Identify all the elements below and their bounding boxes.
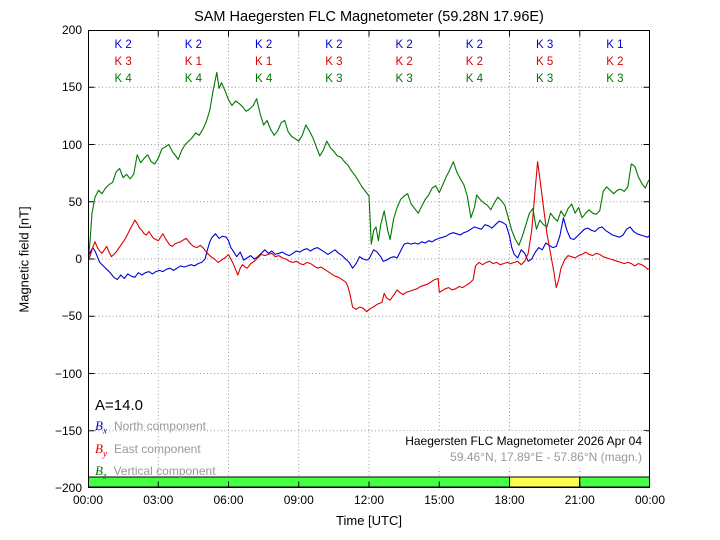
legend: A=14.0 Bx North component By East component…	[95, 397, 216, 485]
x-tick-label: 06:00	[213, 493, 244, 507]
k-index-by: K 3	[114, 56, 132, 68]
k-index-bz: K 4	[184, 73, 202, 85]
x-axis-label: Time [UTC]	[336, 513, 402, 528]
k-index-column: K 3 K 5 K 3	[523, 37, 567, 88]
station-info-coords: 59.46°N, 17.89°E - 57.86°N (magn.)	[450, 450, 642, 464]
k-index-column: K 2 K 3 K 3	[312, 37, 356, 88]
a-index-value: A=14.0	[95, 397, 143, 414]
x-tick-label: 21:00	[564, 493, 595, 507]
station-info-title: Haegersten FLC Magnetometer 2026 Apr 04	[405, 434, 642, 448]
k-index-by: K 2	[465, 56, 483, 68]
legend-entry: By East component	[95, 440, 216, 463]
k-index-bx: K 2	[114, 39, 132, 51]
k-index-by: K 3	[325, 56, 343, 68]
k-index-bx: K 3	[535, 39, 554, 51]
y-tick-label: 200	[61, 23, 82, 37]
legend-symbol-bz: Bz	[95, 463, 107, 481]
y-tick-label: −200	[54, 481, 82, 495]
k-index-bx: K 2	[184, 39, 202, 51]
series-by-line	[88, 161, 650, 313]
k-index-bx: K 2	[325, 39, 343, 51]
k-index-by: K 2	[606, 56, 624, 68]
y-tick-label: −100	[54, 366, 82, 381]
k-index-by: K 1	[254, 56, 273, 68]
k-index-bz: K 3	[535, 73, 554, 85]
k-index-by: K 1	[184, 56, 202, 68]
k-index-bx: K 1	[606, 39, 624, 51]
k-index-bz: K 4	[254, 73, 273, 85]
legend-label: East component	[113, 441, 201, 456]
x-tick-label: 03:00	[143, 493, 174, 507]
x-tick-label: 09:00	[283, 493, 314, 507]
k-index-by: K 5	[535, 56, 554, 68]
y-tick-label: −50	[61, 309, 82, 324]
x-tick-label: 12:00	[353, 493, 385, 507]
k-index-column: K 2 K 1 K 4	[242, 37, 286, 88]
legend-symbol-bx: Bx	[95, 418, 107, 436]
legend-entry: Bz Vertical component	[95, 462, 216, 485]
k-index-column: K 2 K 3 K 4	[101, 37, 145, 88]
x-tick-label: 00:00	[634, 493, 666, 507]
chart-title: SAM Haegersten FLC Magnetometer (59.28N …	[194, 9, 544, 25]
k-index-bz: K 3	[325, 73, 343, 85]
x-tick-label: 15:00	[424, 493, 455, 507]
plot-border	[88, 30, 650, 488]
series-bx-line	[88, 217, 650, 281]
legend-label: North component	[113, 419, 207, 433]
k-index-column: K 2 K 2 K 3	[382, 37, 426, 88]
activity-bar-segment	[509, 476, 581, 488]
k-index-bz: K 3	[606, 73, 624, 85]
legend-entry: Bx North component	[95, 417, 216, 440]
x-tick-label: 18:00	[494, 493, 525, 507]
legend-entries: Bx North component By East component Bz Verti…	[95, 417, 216, 485]
y-tick-label: −150	[54, 423, 82, 438]
x-tick-label: 00:00	[72, 493, 104, 507]
y-tick-label: 50	[68, 194, 82, 209]
k-index-column: K 2 K 2 K 4	[452, 37, 496, 88]
k-index-bz: K 3	[395, 73, 413, 85]
station-info-box: Haegersten FLC Magnetometer 2026 Apr 04 …	[397, 431, 646, 468]
y-tick-label: 150	[61, 80, 82, 95]
activity-bar-segment	[579, 476, 650, 488]
k-index-bx: K 2	[254, 39, 273, 51]
y-tick-label: 100	[61, 137, 82, 152]
k-index-by: K 2	[395, 56, 413, 68]
k-index-bx: K 2	[395, 39, 413, 51]
legend-label: Vertical component	[113, 464, 216, 479]
k-index-column: K 2 K 1 K 4	[171, 37, 215, 88]
legend-symbol-by: By	[95, 440, 107, 459]
k-index-bx: K 2	[465, 39, 483, 51]
k-index-column: K 1 K 2 K 3	[593, 37, 637, 88]
y-tick-label: 0	[75, 252, 82, 266]
k-index-bz: K 4	[114, 73, 132, 85]
chart-canvas	[88, 30, 650, 488]
k-index-bz: K 4	[465, 73, 483, 85]
series-bz-line	[88, 71, 650, 264]
